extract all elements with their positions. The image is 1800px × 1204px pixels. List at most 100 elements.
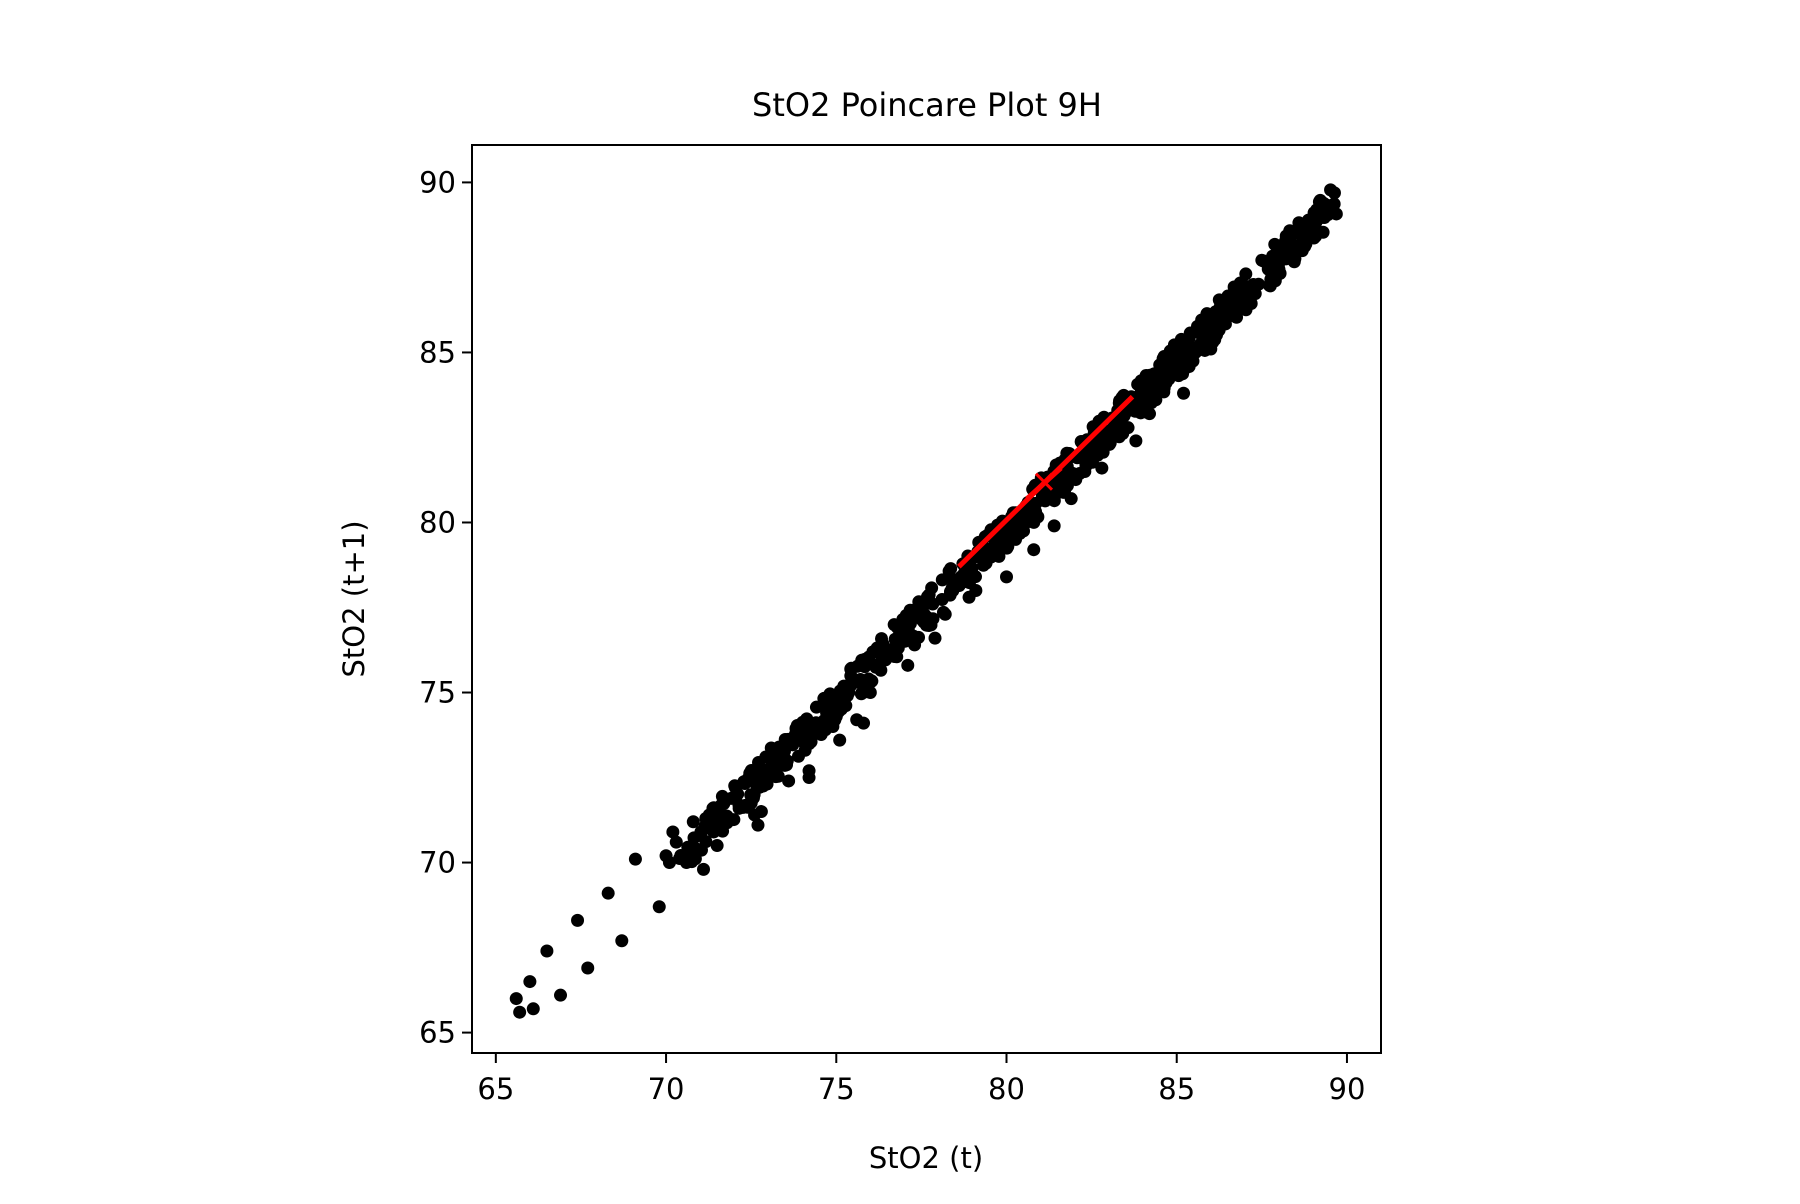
x-axis: 65 70 75 80 85 90 — [477, 1053, 1365, 1106]
data-point — [912, 595, 926, 609]
data-point — [736, 800, 750, 814]
data-point — [1003, 528, 1017, 542]
data-point — [756, 763, 770, 777]
chart-title: StO2 Poincare Plot 9H — [752, 86, 1102, 124]
scatter-points — [509, 183, 1343, 1019]
data-point — [747, 788, 761, 802]
data-point — [1193, 326, 1207, 340]
y-tick-label: 65 — [419, 1016, 456, 1050]
data-point — [1296, 230, 1310, 244]
data-point — [1095, 461, 1109, 475]
data-point — [686, 815, 700, 829]
data-point — [770, 758, 784, 772]
data-point — [628, 852, 642, 866]
data-point — [1327, 186, 1341, 200]
data-point — [1129, 434, 1143, 448]
data-point — [905, 608, 919, 622]
y-axis-label: StO2 (t+1) — [337, 520, 371, 677]
data-point — [540, 944, 554, 958]
data-point — [1233, 276, 1247, 290]
data-point — [772, 747, 786, 761]
data-point — [710, 839, 724, 853]
data-point — [857, 716, 871, 730]
data-point — [615, 934, 629, 948]
data-point — [751, 818, 765, 832]
data-point — [1263, 279, 1277, 293]
data-point — [714, 798, 728, 812]
data-point — [1092, 435, 1106, 449]
x-tick-label: 80 — [988, 1072, 1025, 1106]
data-point — [744, 763, 758, 777]
data-point — [1064, 492, 1078, 506]
data-point — [1068, 471, 1082, 485]
data-point — [1163, 351, 1177, 365]
data-point — [1271, 242, 1285, 256]
data-point — [523, 975, 537, 989]
data-point — [652, 900, 666, 914]
data-point — [969, 583, 983, 597]
data-point — [844, 663, 858, 677]
poincare-overlay — [957, 394, 1135, 569]
data-point — [928, 631, 942, 645]
data-point — [870, 641, 884, 655]
data-point — [666, 825, 680, 839]
data-point — [513, 1005, 527, 1019]
y-tick-label: 75 — [419, 676, 456, 710]
data-point — [1000, 570, 1014, 584]
data-point — [526, 1002, 540, 1016]
data-point — [983, 549, 997, 563]
data-point — [1221, 289, 1235, 303]
data-point — [1154, 374, 1168, 388]
data-point — [1143, 374, 1157, 388]
data-point — [1016, 513, 1030, 527]
x-axis-label: StO2 (t) — [869, 1141, 983, 1175]
data-point — [1157, 385, 1171, 399]
data-point — [1262, 260, 1276, 274]
data-point — [883, 643, 897, 657]
data-point — [554, 988, 568, 1002]
data-point — [830, 694, 844, 708]
data-point — [1047, 519, 1061, 533]
data-point — [788, 728, 802, 742]
y-tick-label: 80 — [419, 505, 456, 539]
data-point — [954, 570, 968, 584]
data-point — [901, 658, 915, 672]
data-point — [669, 835, 683, 849]
data-point — [662, 856, 676, 870]
data-point — [840, 688, 854, 702]
data-point — [938, 607, 952, 621]
data-point — [1173, 361, 1187, 375]
data-point — [697, 862, 711, 876]
data-point — [1177, 386, 1191, 400]
data-point — [728, 779, 742, 793]
data-point — [809, 716, 823, 730]
data-point — [1060, 479, 1074, 493]
data-point — [833, 733, 847, 747]
data-point — [778, 732, 792, 746]
data-point — [601, 886, 615, 900]
y-tick-label: 70 — [419, 846, 456, 880]
data-point — [968, 570, 982, 584]
data-point — [1102, 437, 1116, 451]
data-point — [1310, 224, 1324, 238]
y-tick-label: 90 — [419, 165, 456, 199]
data-point — [1142, 407, 1156, 421]
x-tick-label: 90 — [1329, 1072, 1366, 1106]
data-point — [802, 771, 816, 785]
data-point — [707, 825, 721, 839]
data-point — [976, 558, 990, 572]
data-point — [878, 653, 892, 667]
y-tick-label: 85 — [419, 335, 456, 369]
data-point — [1039, 486, 1053, 500]
data-point — [863, 675, 877, 689]
data-point — [1231, 301, 1245, 315]
data-point — [926, 597, 940, 611]
x-tick-label: 65 — [477, 1072, 514, 1106]
data-point — [679, 856, 693, 870]
data-point — [922, 618, 936, 632]
data-point — [509, 992, 523, 1006]
data-point — [1282, 243, 1296, 257]
